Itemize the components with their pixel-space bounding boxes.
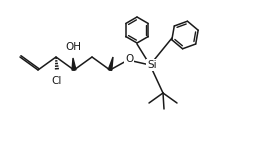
Text: OH: OH xyxy=(65,42,81,52)
Text: Cl: Cl xyxy=(52,76,62,86)
Text: Si: Si xyxy=(147,60,157,70)
Text: O: O xyxy=(125,54,133,64)
Polygon shape xyxy=(108,57,113,70)
Polygon shape xyxy=(72,58,76,70)
